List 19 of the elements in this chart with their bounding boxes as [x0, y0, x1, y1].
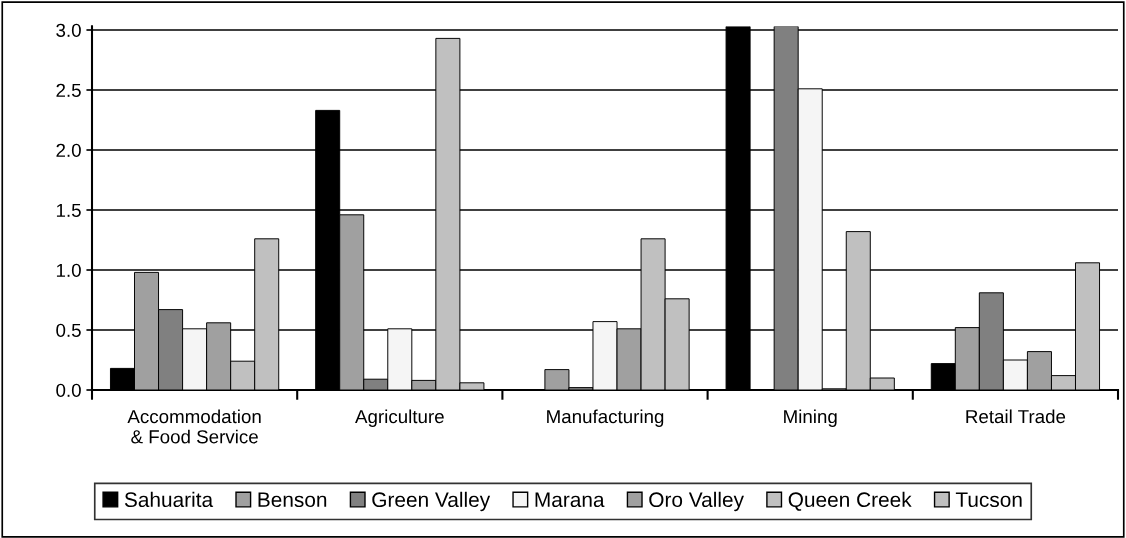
y-tick-label: 0.0 [56, 383, 81, 397]
y-tick-label: 0.5 [56, 323, 81, 337]
y-tick-label: 1.0 [56, 263, 81, 277]
y-tick-label: 3.0 [56, 23, 81, 37]
x-tick-label: Accommodation & Food Service [127, 409, 261, 444]
legend-label: Benson [258, 492, 327, 508]
legend-label: Oro Valley [649, 491, 744, 512]
y-tick-label: 1.5 [56, 203, 81, 217]
x-tick-label: Retail Trade [966, 409, 1066, 424]
legend-label: Sahuarita [124, 491, 214, 508]
y-tick-label: 2.0 [56, 143, 81, 157]
y-tick-label: 2.5 [56, 83, 81, 97]
legend-label: Marana [535, 492, 605, 508]
x-tick-label: Manufacturing [547, 409, 664, 427]
x-tick-label: Agriculture [355, 409, 444, 427]
legend-label: Tucson [955, 492, 1022, 508]
legend-label: Green Valley [372, 491, 491, 512]
legend-label: Queen Creek [788, 491, 912, 511]
x-tick-label: Mining [784, 409, 837, 427]
